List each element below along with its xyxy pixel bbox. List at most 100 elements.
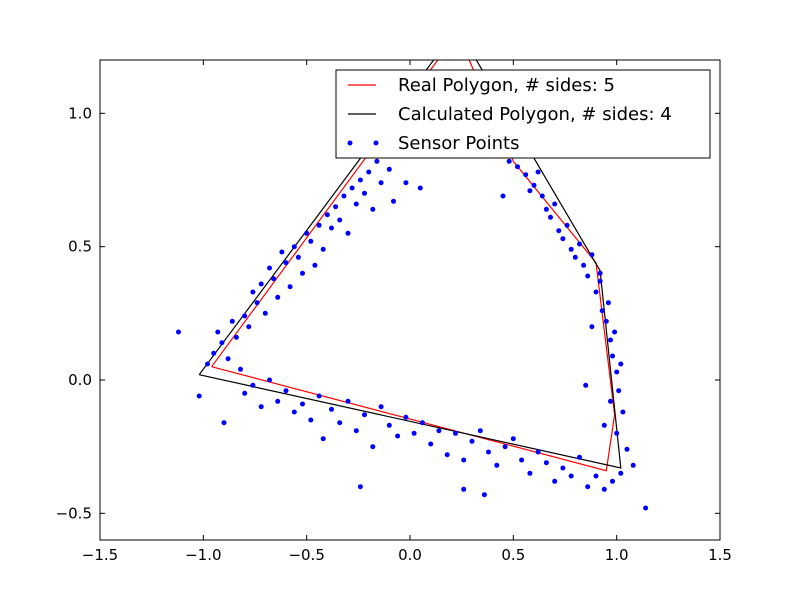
sensor-point-63 bbox=[308, 417, 314, 423]
sensor-point-145 bbox=[597, 270, 603, 276]
x-tick-label: −0.5 bbox=[288, 546, 324, 564]
sensor-point-100 bbox=[610, 478, 615, 484]
sensor-point-80 bbox=[444, 452, 450, 458]
sensor-point-76 bbox=[411, 430, 417, 436]
sensor-point-81 bbox=[453, 430, 458, 436]
sensor-point-90 bbox=[527, 470, 533, 476]
sensor-point-59 bbox=[275, 398, 281, 404]
sensor-point-140 bbox=[601, 422, 607, 428]
sensor-point-4 bbox=[215, 329, 221, 335]
sensor-point-31 bbox=[324, 212, 330, 218]
sensor-point-66 bbox=[329, 406, 334, 412]
tick-layer: −1.5 −1.0 −0.5 0.0 0.5 1.0 1.5 −0.5 0.0 0.5 1.0 bbox=[56, 60, 732, 564]
sensor-point-11 bbox=[242, 313, 248, 319]
sensor-point-50 bbox=[403, 180, 409, 186]
sensor-point-94 bbox=[560, 465, 566, 471]
sensor-point-128 bbox=[599, 308, 605, 314]
sensor-point-101 bbox=[618, 470, 624, 476]
sensor-point-56 bbox=[250, 382, 256, 388]
sensor-point-46 bbox=[386, 166, 392, 172]
sensor-point-24 bbox=[295, 254, 301, 260]
sensor-point-98 bbox=[593, 473, 599, 479]
sensor-point-86 bbox=[494, 462, 500, 468]
sensor-point-112 bbox=[535, 169, 541, 175]
sensor-point-125 bbox=[589, 252, 595, 258]
x-tick-label: 0.0 bbox=[398, 546, 422, 564]
sensor-point-42 bbox=[370, 206, 376, 212]
sensor-point-88 bbox=[510, 436, 516, 442]
sensor-point-70 bbox=[362, 412, 367, 418]
sensor-point-34 bbox=[337, 217, 343, 223]
sensor-point-57 bbox=[258, 404, 264, 410]
sensor-point-26 bbox=[304, 230, 310, 236]
sensor-point-0 bbox=[176, 329, 181, 335]
sensor-point-37 bbox=[349, 185, 355, 191]
sensor-point-32 bbox=[329, 225, 334, 231]
sensor-point-67 bbox=[337, 420, 343, 426]
sensor-point-102 bbox=[630, 462, 636, 468]
sensor-point-135 bbox=[616, 388, 622, 394]
legend-label-2: Sensor Points bbox=[398, 133, 520, 154]
legend-label-1: Calculated Polygon, # sides: 4 bbox=[398, 104, 672, 125]
sensor-point-133 bbox=[612, 329, 618, 335]
sensor-point-47 bbox=[391, 198, 396, 204]
sensor-point-137 bbox=[620, 409, 626, 415]
sensor-point-105 bbox=[461, 486, 467, 492]
sensor-point-73 bbox=[386, 422, 392, 428]
sensor-point-62 bbox=[300, 401, 305, 407]
x-tick-label: −1.0 bbox=[185, 546, 221, 564]
sensor-point-64 bbox=[316, 393, 322, 399]
sensor-point-14 bbox=[254, 300, 260, 306]
sensor-point-111 bbox=[531, 182, 537, 188]
sensor-point-39 bbox=[357, 177, 363, 183]
sensor-point-12 bbox=[246, 324, 252, 330]
legend-marker-2-b bbox=[373, 140, 379, 146]
legend-label-0: Real Polygon, # sides: 5 bbox=[398, 75, 615, 96]
sensor-point-118 bbox=[560, 236, 566, 242]
sensor-point-122 bbox=[577, 241, 582, 247]
sensor-point-20 bbox=[279, 249, 285, 255]
sensor-point-30 bbox=[320, 246, 326, 252]
sensor-point-69 bbox=[353, 428, 359, 434]
sensor-point-107 bbox=[506, 158, 512, 164]
sensor-point-38 bbox=[353, 201, 359, 207]
sensor-point-134 bbox=[614, 369, 620, 375]
sensor-point-109 bbox=[523, 172, 529, 178]
legend: Real Polygon, # sides: 5 Calculated Polyg… bbox=[335, 69, 711, 159]
sensor-point-83 bbox=[469, 438, 475, 444]
sensor-point-77 bbox=[419, 420, 425, 426]
sensor-point-6 bbox=[221, 420, 227, 426]
sensor-point-75 bbox=[403, 414, 409, 420]
y-tick-label: 0.5 bbox=[68, 238, 92, 256]
y-tick-label: 1.0 bbox=[68, 104, 92, 122]
sensor-point-29 bbox=[316, 222, 322, 228]
sensor-point-143 bbox=[583, 382, 589, 388]
sensor-point-36 bbox=[345, 230, 351, 236]
sensor-point-28 bbox=[312, 262, 318, 268]
sensor-point-110 bbox=[527, 188, 533, 194]
sensor-point-2 bbox=[205, 361, 210, 367]
sensor-point-9 bbox=[233, 334, 239, 340]
sensor-point-8 bbox=[229, 318, 235, 324]
sensor-point-82 bbox=[461, 457, 467, 463]
sensor-point-33 bbox=[333, 204, 339, 210]
sensor-point-79 bbox=[436, 428, 442, 434]
sensor-point-119 bbox=[564, 222, 570, 228]
sensor-point-60 bbox=[283, 388, 289, 394]
x-tick-label: 0.5 bbox=[501, 546, 525, 564]
sensor-point-35 bbox=[341, 193, 347, 199]
sensor-point-65 bbox=[320, 436, 326, 442]
sensor-point-126 bbox=[593, 289, 599, 295]
sensor-point-113 bbox=[539, 193, 545, 199]
sensor-point-18 bbox=[271, 276, 277, 282]
legend-marker-2-a bbox=[347, 140, 353, 146]
sensor-point-68 bbox=[345, 398, 351, 404]
sensor-point-106 bbox=[481, 492, 487, 498]
y-tick-label: 0.0 bbox=[68, 371, 92, 389]
sensor-point-130 bbox=[605, 300, 611, 306]
x-tick-label: 1.0 bbox=[605, 546, 629, 564]
sensor-point-123 bbox=[581, 262, 587, 268]
sensor-point-141 bbox=[624, 446, 630, 452]
sensor-point-74 bbox=[395, 433, 401, 439]
